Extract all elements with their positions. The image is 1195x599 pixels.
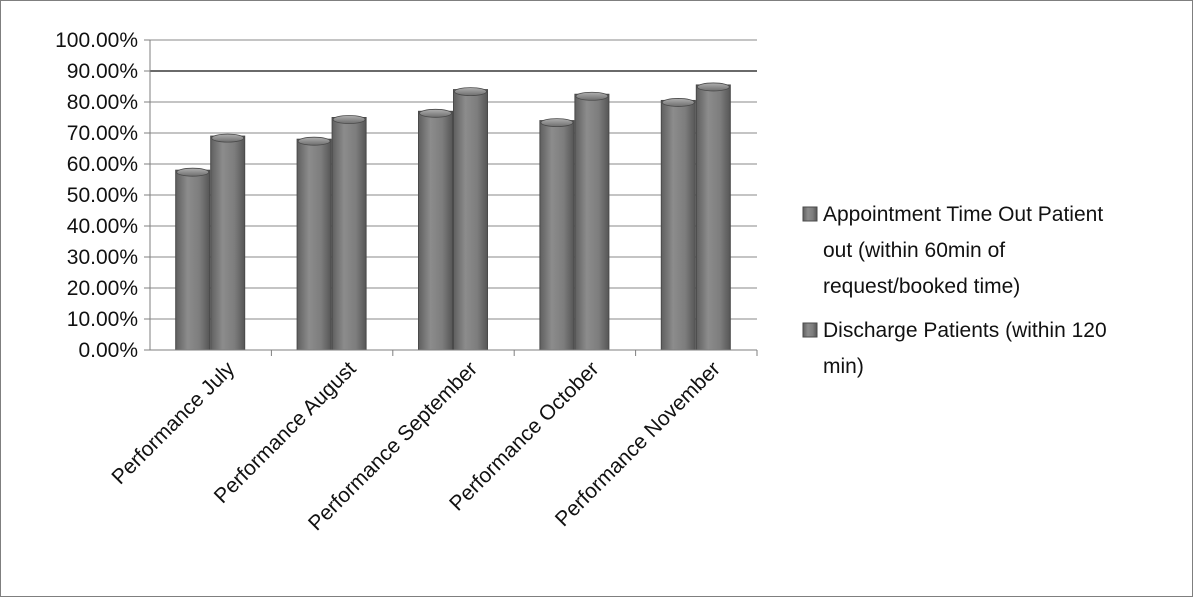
bar (175, 167, 211, 351)
bar-cap (211, 133, 245, 143)
legend-label: Appointment Time Out Patient out (within … (823, 203, 1103, 298)
bar (539, 118, 575, 351)
y-tick-label: 30.00% (67, 246, 138, 269)
legend-swatch (802, 206, 818, 222)
bar-cap (419, 108, 452, 118)
y-axis-tick-labels: 0.00% 10.00% 20.00% 30.00% 40.00% 50.00% 60.00… (55, 29, 138, 362)
bar-cap (332, 115, 366, 124)
bar-body (296, 138, 332, 351)
bar (210, 133, 246, 351)
bar-cap (696, 82, 730, 92)
grid-lines (150, 39, 757, 320)
bar-cap (454, 87, 487, 96)
y-tick-label: 100.00% (55, 29, 138, 52)
bar-body (539, 120, 575, 351)
y-tick-label: 20.00% (67, 277, 138, 300)
bar-body (660, 99, 696, 351)
bar (695, 82, 731, 351)
y-tick-label: 0.00% (78, 339, 138, 362)
bar-cap (575, 91, 609, 101)
bar-body (418, 110, 453, 351)
y-tick-label: 40.00% (67, 215, 138, 238)
y-tick-label: 50.00% (67, 184, 138, 207)
bar (453, 87, 488, 351)
bar-cap (176, 167, 210, 177)
bar-body (695, 84, 731, 351)
bar-body (175, 169, 211, 351)
legend-entry: Appointment Time Out Patient out (within … (802, 203, 1103, 298)
bar-cap (661, 98, 695, 107)
y-tick-label: 70.00% (67, 122, 138, 145)
y-tick-label: 90.00% (67, 60, 138, 83)
bar-cap (297, 136, 331, 146)
axes (144, 39, 758, 356)
legend-swatch (802, 322, 818, 338)
bar-body (210, 135, 246, 351)
legend-entry: Discharge Patients (within 120 min) (802, 319, 1107, 378)
bar (296, 136, 332, 351)
bar-body (574, 93, 610, 351)
bar-cap (540, 118, 574, 127)
y-tick-label: 10.00% (67, 308, 138, 331)
y-tick-label: 60.00% (67, 153, 138, 176)
x-category-label: Performance July (107, 357, 239, 489)
bars (175, 82, 731, 351)
y-tick-label: 80.00% (67, 91, 138, 114)
bar (418, 108, 453, 351)
bar (331, 115, 367, 351)
bar-body (331, 117, 367, 351)
bar-body (453, 89, 488, 351)
bar (660, 98, 696, 351)
legend-label: Discharge Patients (within 120 min) (823, 319, 1107, 378)
legend: Appointment Time Out Patient out (within … (802, 203, 1107, 378)
bar (574, 91, 610, 351)
